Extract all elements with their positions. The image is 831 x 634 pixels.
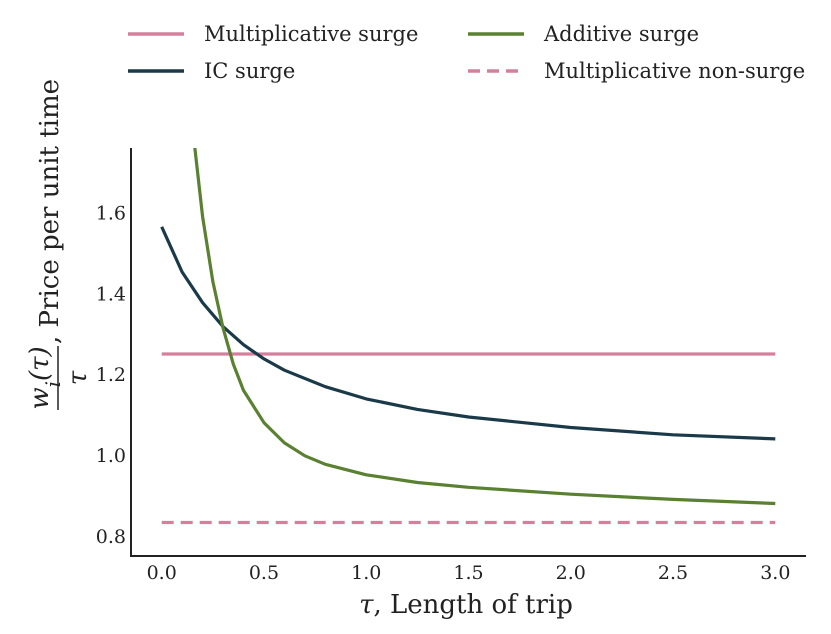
x-axis-text: , Length of trip bbox=[373, 590, 572, 620]
x-tick-label: 2.0 bbox=[556, 562, 586, 584]
legend: Multiplicative surge IC surge Additive sur… bbox=[128, 22, 805, 83]
axes bbox=[130, 148, 806, 557]
y-axis-numerator-var: w bbox=[25, 387, 55, 409]
y-tick-label: 1.0 bbox=[96, 445, 126, 467]
x-tick-label: 3.0 bbox=[760, 562, 790, 584]
y-tick-label: 1.4 bbox=[96, 283, 126, 305]
y-axis-numerator-sub: i bbox=[41, 381, 65, 387]
legend-label-multiplicative-non-surge: Multiplicative non-surge bbox=[544, 59, 805, 83]
y-axis-title: wi(τ) τ , Price per unit time bbox=[25, 79, 93, 410]
x-axis-title: τ, Length of trip bbox=[359, 590, 573, 620]
legend-label-additive-surge: Additive surge bbox=[543, 22, 699, 46]
y-tick-label: 0.8 bbox=[96, 526, 126, 548]
x-axis-symbol: τ bbox=[359, 590, 374, 620]
y-axis-denominator: τ bbox=[63, 370, 93, 385]
x-tick-label: 1.5 bbox=[453, 562, 483, 584]
legend-label-ic-surge: IC surge bbox=[204, 59, 295, 83]
y-tick-label: 1.2 bbox=[96, 364, 126, 386]
x-tick-label: 2.5 bbox=[658, 562, 688, 584]
series-line-additive-surge bbox=[193, 148, 776, 506]
x-tick-label: 0.5 bbox=[249, 562, 279, 584]
x-ticks: 0.0 0.5 1.0 1.5 2.0 2.5 3.0 bbox=[147, 562, 791, 584]
y-axis-text: , Price per unit time bbox=[35, 79, 65, 344]
x-tick-label: 1.0 bbox=[351, 562, 381, 584]
series-line-ic-surge bbox=[160, 226, 776, 441]
y-ticks: 0.8 1.0 1.2 1.4 1.6 bbox=[96, 203, 126, 548]
x-tick-label: 0.0 bbox=[147, 562, 177, 584]
plot-area bbox=[160, 148, 776, 525]
y-tick-label: 1.6 bbox=[96, 203, 126, 225]
y-axis-numerator-arg: (τ) bbox=[25, 346, 55, 381]
y-axis-numerator: wi(τ) bbox=[25, 346, 65, 409]
legend-label-multiplicative-surge: Multiplicative surge bbox=[204, 22, 418, 46]
